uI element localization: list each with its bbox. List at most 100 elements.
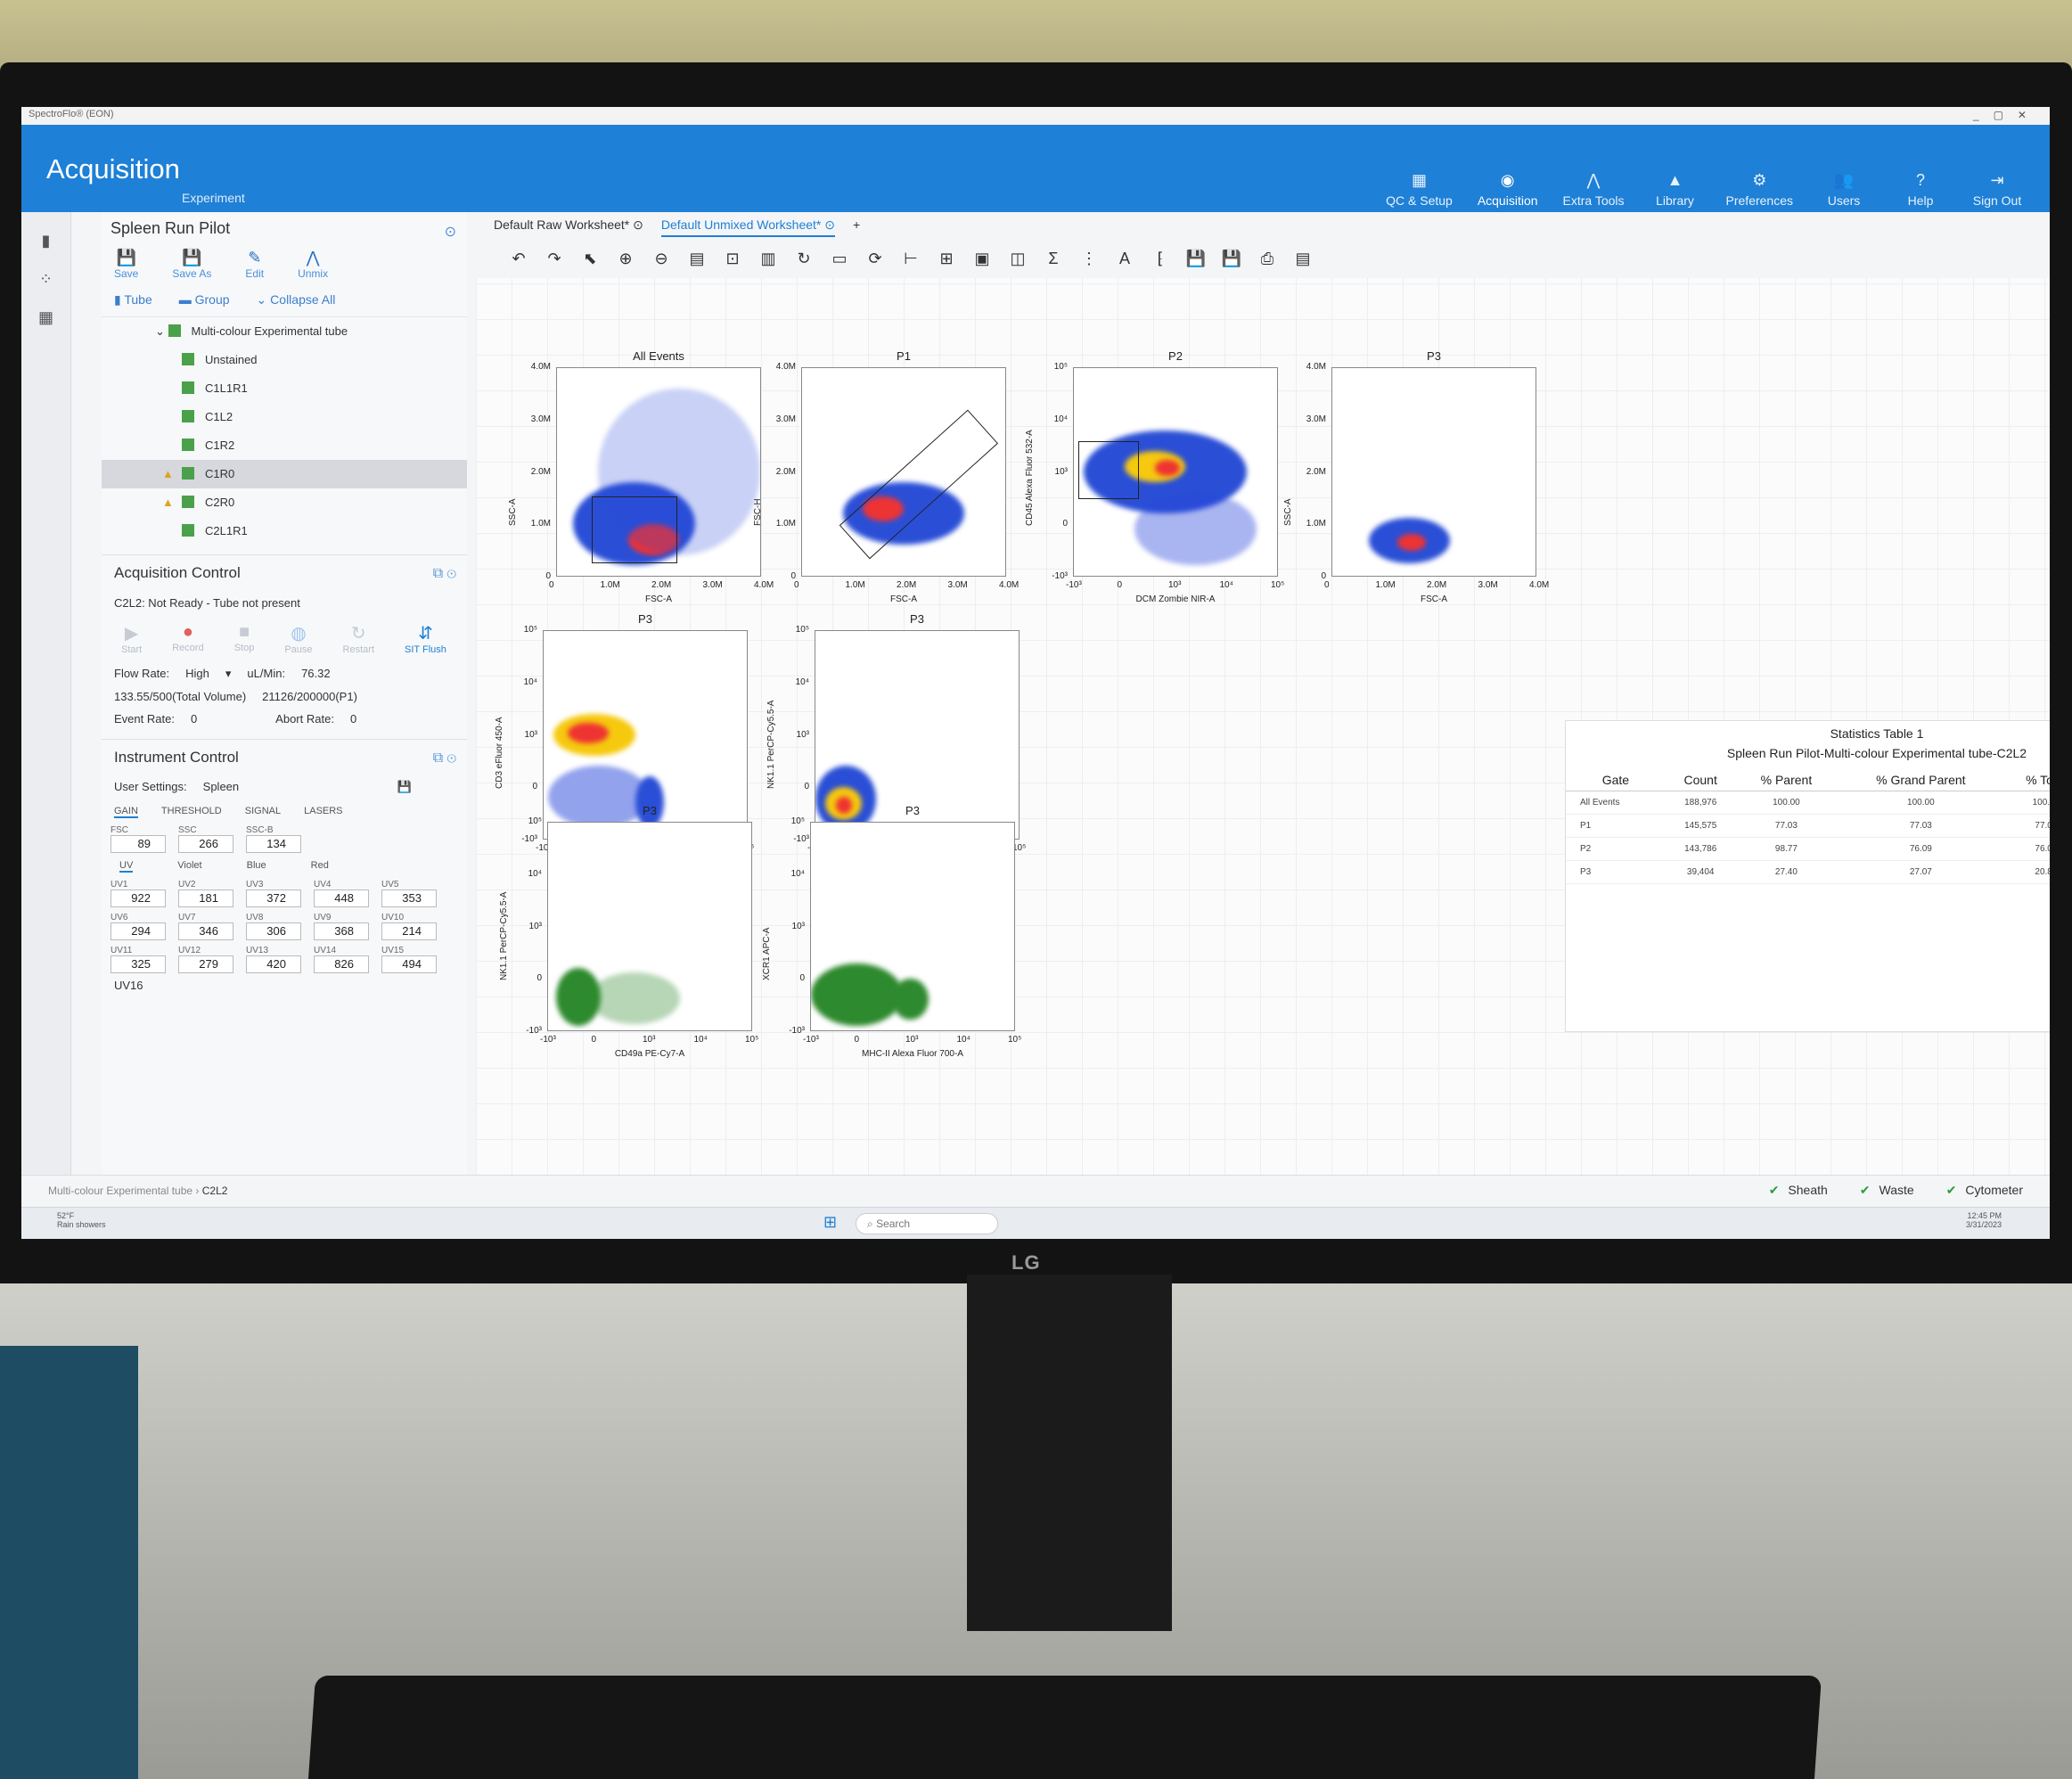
gain-input[interactable]: 353 [381,890,437,907]
plot-area[interactable] [1331,367,1536,577]
gain-input[interactable]: 266 [178,835,233,853]
nav-acquisition[interactable]: ◉ Acquisition [1478,171,1538,224]
window-controls[interactable]: _▢✕ [1972,109,2041,121]
plot-area[interactable] [810,822,1015,1031]
histogram-icon[interactable]: ▤ [689,250,705,267]
plot-area[interactable] [801,367,1006,577]
undo-icon[interactable]: ↶ [512,250,526,267]
popout-icon[interactable]: ⧉ ⊙ [432,566,456,581]
nav-preferences[interactable]: ⚙ Preferences [1726,171,1793,208]
plot-7[interactable]: P3 -10³ -10³ 0 0 10³ 10³ 10⁴ 10⁴ 10⁵ 10⁵ CD49a PE-C… [499,804,758,1059]
save-layout-icon[interactable]: 💾 [1221,250,1242,267]
restart-button[interactable]: ↻ Restart [343,622,374,655]
tree-item[interactable]: C1L2 [102,403,467,431]
tree-item[interactable]: Unstained [102,346,467,374]
add-tab-icon[interactable]: + [852,217,861,232]
gain-input[interactable]: 181 [178,890,233,907]
save-button[interactable]: 💾 Save [114,249,139,280]
stop-button[interactable]: ■ Stop [234,622,255,655]
tube-button[interactable]: ▮ Tube [114,292,152,307]
windows-start-icon[interactable]: ⊞ [823,1213,838,1231]
start-button[interactable]: ▶ Start [121,622,142,655]
tree-item[interactable]: ▲ C1R0 [102,460,467,488]
tree-item[interactable]: ▲ C2R0 [102,488,467,517]
gain-input[interactable]: 89 [111,835,166,853]
gate-rectangle[interactable] [1077,440,1139,499]
gain-input[interactable]: 346 [178,922,233,940]
worksheet-tab[interactable]: Default Raw Worksheet* ⊙ [494,217,643,232]
nav-qc-setup[interactable]: ▦ QC & Setup [1386,171,1453,208]
clock[interactable]: 12:45 PM 3/31/2023 [1965,1211,2002,1229]
gain-input[interactable]: 922 [111,890,166,907]
pause-button[interactable]: ◍ Pause [284,622,312,655]
tab-signal[interactable]: SIGNAL [244,806,282,816]
save-settings-icon[interactable]: 💾 [397,780,412,793]
breadcrumb[interactable]: Multi-colour Experimental tube [48,1185,193,1197]
tab-gain[interactable]: GAIN [114,806,138,818]
chevron-down-icon[interactable]: ▾ [225,667,232,680]
plot-4[interactable]: P3 0 0 1.0M 1.0M 2.0M 2.0M 3.0M 3.0M 4.0M 4.0M FSC-… [1283,349,1549,604]
save-as-button[interactable]: 💾 Save As [172,249,212,280]
rotate-icon[interactable]: ↻ [797,250,811,267]
unmix-button[interactable]: ⋀ Unmix [298,249,329,280]
gate-rectangle[interactable] [591,496,677,563]
plot-area[interactable] [543,630,748,840]
tree-item[interactable]: C2L1R1 [102,517,467,545]
refresh-icon[interactable]: ⟳ [868,250,882,267]
tube-icon[interactable]: ▮ [41,232,51,250]
plot-area[interactable] [547,822,752,1031]
hierarchy-icon[interactable]: ⋮ [1081,250,1097,267]
zoom-out-icon[interactable]: ⊖ [654,250,668,267]
gain-input[interactable]: 279 [178,955,233,973]
gain-input[interactable]: 420 [246,955,301,973]
tab-lasers[interactable]: LASERS [304,806,343,816]
plot-1[interactable]: All Events 0 0 1.0M 1.0M 2.0M 2.0M 3.0M 3.0M 4.0M… [508,349,774,604]
plot-area[interactable] [556,367,761,577]
quad-gate-icon[interactable]: ⊞ [939,250,954,267]
popout-icon[interactable]: ⧉ ⊙ [432,750,456,766]
nav-users[interactable]: 👥 Users [1818,171,1870,208]
pointer-icon[interactable]: ⬉ [583,250,597,267]
plot-area[interactable] [1073,367,1278,577]
tree-item[interactable]: C1R2 [102,431,467,460]
laser-tab-red[interactable]: Red [310,860,329,871]
scatter-icon[interactable]: ⁘ [38,270,53,288]
plot-8[interactable]: P3 -10³ -10³ 0 0 10³ 10³ 10⁴ 10⁴ 10⁵ 10⁵ MHC-II Ale… [762,804,1021,1059]
tree-item[interactable]: C1L1R1 [102,374,467,403]
plot-6[interactable]: P3-10³-10³0010³10³10⁴10⁴10⁵10⁵NKG2C Alex… [766,612,1026,867]
collapse-all-button[interactable]: ⌄ Collapse All [256,292,336,307]
user-settings-select[interactable]: Spleen [202,780,240,793]
tree-item[interactable]: ⌄ Multi-colour Experimental tube [102,317,467,346]
dot-plot-icon[interactable]: ⊡ [725,250,740,267]
weather-widget[interactable]: 52°F Rain showers [57,1211,106,1229]
zoom-in-icon[interactable]: ⊕ [618,250,633,267]
group-button[interactable]: ▬ Group [178,292,230,307]
pdf-icon[interactable]: ▤ [1295,250,1311,267]
taskbar-search[interactable]: ⌕ Search [856,1213,998,1234]
record-button[interactable]: ● Record [172,622,203,655]
tab-threshold[interactable]: THRESHOLD [160,806,222,816]
gain-input[interactable]: 372 [246,890,301,907]
bar-plot-icon[interactable]: ▥ [760,250,776,267]
sit-flush-button[interactable]: ⇵ SIT Flush [405,622,446,655]
laser-tab-blue[interactable]: Blue [246,860,266,871]
plot-area[interactable] [815,630,1020,840]
redo-icon[interactable]: ↷ [547,250,561,267]
plot-3[interactable]: P2 -10³ -10³ 0 0 10³ 10³ 10⁴ 10⁴ 10⁵ 10⁵ DCM Zombie… [1025,349,1284,604]
gain-input[interactable]: 448 [314,890,369,907]
worksheet-icon[interactable]: ▦ [37,308,53,326]
gain-input[interactable]: 325 [111,955,166,973]
laser-tab-uv[interactable]: UV [119,860,134,873]
print-icon[interactable]: ⎙ [1260,250,1274,267]
nav-sign-out[interactable]: ⇥ Sign Out [1971,171,2023,208]
gain-input[interactable]: 494 [381,955,437,973]
gain-input[interactable]: 134 [246,835,301,853]
save-icon[interactable]: 💾 [1185,250,1207,267]
bracket-icon[interactable]: ⁅ [1157,250,1164,267]
plot-2[interactable]: P1 0 0 1.0M 1.0M 2.0M 2.0M 3.0M 3.0M 4.0M 4.0M FSC-… [753,349,1019,604]
gain-input[interactable]: 306 [246,922,301,940]
nav-extra-tools[interactable]: ⋀ Extra Tools [1563,171,1625,208]
gain-input[interactable]: 294 [111,922,166,940]
